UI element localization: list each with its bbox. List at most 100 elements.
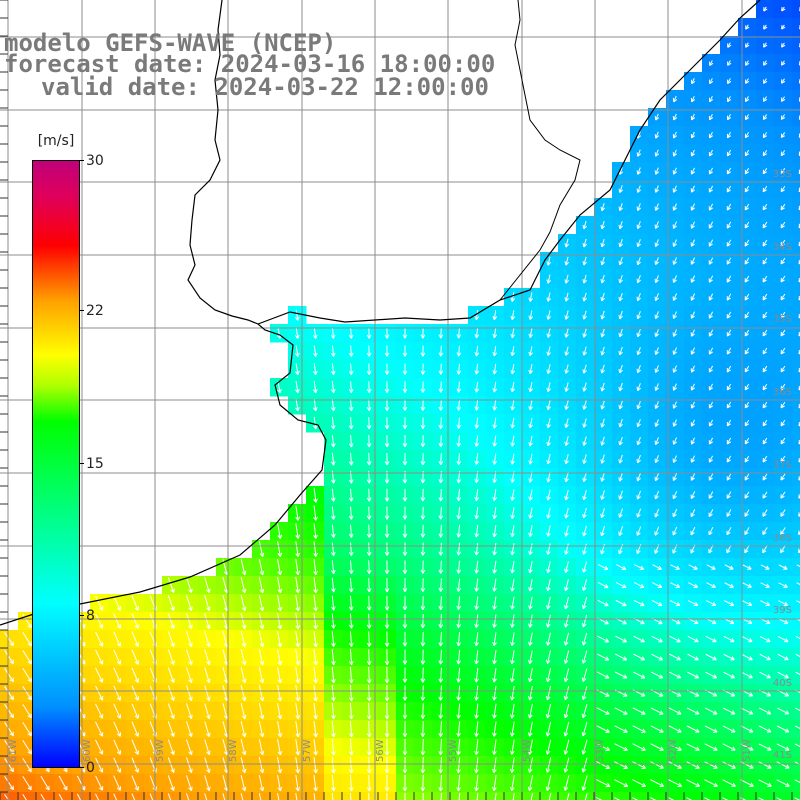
colorbar-tick-0: 0 xyxy=(79,760,95,776)
wind-cell xyxy=(792,648,800,667)
wind-cell xyxy=(126,792,145,800)
wind-cell xyxy=(90,792,109,800)
wind-cell xyxy=(720,792,739,800)
lon-label: 51W xyxy=(742,739,753,762)
wind-cell xyxy=(792,18,800,37)
wind-cell xyxy=(792,198,800,217)
colorbar-tick-22: 22 xyxy=(79,303,104,319)
wind-cell xyxy=(792,288,800,307)
valid-date: valid date: 2024-03-22 12:00:00 xyxy=(41,73,489,101)
wind-cell xyxy=(792,774,800,793)
wind-cell xyxy=(792,324,800,343)
colorbar xyxy=(32,160,80,768)
wind-cell xyxy=(108,792,127,800)
lat-label: 41S xyxy=(773,750,792,761)
lat-label: 36S xyxy=(773,387,792,398)
wind-cell xyxy=(0,792,19,800)
wind-cell xyxy=(792,432,800,451)
wind-cell xyxy=(216,792,235,800)
wind-cell xyxy=(792,756,800,775)
wind-cell xyxy=(666,792,685,800)
lat-label: 39S xyxy=(773,605,792,616)
lon-label: 61W xyxy=(8,739,19,762)
wind-cell xyxy=(792,108,800,127)
wind-cell xyxy=(792,216,800,235)
lon-label: 59W xyxy=(155,739,166,762)
wind-cell xyxy=(702,792,721,800)
wind-cell xyxy=(792,126,800,145)
lon-label: 54W xyxy=(522,739,533,762)
wind-cell xyxy=(792,396,800,415)
lon-label: 60W xyxy=(82,739,93,762)
wind-cell xyxy=(792,576,800,595)
wind-cell xyxy=(198,792,217,800)
wind-cell xyxy=(792,180,800,199)
lon-label: 57W xyxy=(302,739,313,762)
wind-cell xyxy=(612,792,631,800)
wind-cell xyxy=(792,702,800,721)
wind-cell xyxy=(792,522,800,541)
wind-cell xyxy=(792,234,800,253)
wind-cell xyxy=(594,792,613,800)
colorbar-tick-15: 15 xyxy=(79,456,104,472)
wind-cell xyxy=(792,738,800,757)
lat-label: 40S xyxy=(773,678,792,689)
colorbar-tick-max: 30 xyxy=(79,153,104,169)
wind-cell xyxy=(756,792,775,800)
wind-cell xyxy=(792,486,800,505)
wind-cell xyxy=(630,792,649,800)
wind-cell xyxy=(792,54,800,73)
wind-cell xyxy=(648,792,667,800)
wind-cell xyxy=(792,504,800,523)
lon-label: 55W xyxy=(448,739,459,762)
wind-cell xyxy=(684,792,703,800)
wind-cell xyxy=(792,414,800,433)
wind-cell xyxy=(18,792,37,800)
lat-label: 35S xyxy=(773,314,792,325)
wind-cell xyxy=(234,792,253,800)
wind-cell xyxy=(792,468,800,487)
wind-cell xyxy=(792,72,800,91)
lat-label: 33S xyxy=(773,169,792,180)
colorbar-tick-8: 8 xyxy=(79,608,95,624)
wind-cell xyxy=(792,594,800,613)
wind-cell xyxy=(792,558,800,577)
lon-label: 52W xyxy=(668,739,679,762)
wind-cell xyxy=(792,540,800,559)
wind-cell xyxy=(792,144,800,163)
wind-cell xyxy=(36,792,55,800)
wind-cell xyxy=(252,792,271,800)
wind-cell xyxy=(792,360,800,379)
wind-cell xyxy=(288,792,307,800)
wind-cell xyxy=(270,792,289,800)
wind-cell xyxy=(306,792,325,800)
wind-cell xyxy=(792,684,800,703)
lat-label: 34S xyxy=(773,242,792,253)
wind-cell xyxy=(792,270,800,289)
wind-cell xyxy=(144,792,163,800)
wind-cell xyxy=(792,306,800,325)
wind-cell xyxy=(738,792,757,800)
wind-cell xyxy=(792,612,800,631)
wind-cell xyxy=(72,792,91,800)
wind-cell xyxy=(792,0,800,19)
wind-cell xyxy=(54,792,73,800)
wind-cell xyxy=(792,36,800,55)
wind-cell xyxy=(792,342,800,361)
lon-label: 58W xyxy=(228,739,239,762)
wind-cell xyxy=(792,666,800,685)
wind-cell xyxy=(792,720,800,739)
wind-cell xyxy=(792,90,800,109)
wind-cell xyxy=(774,792,793,800)
wind-cell xyxy=(162,792,181,800)
wind-cell xyxy=(792,252,800,271)
wind-cell xyxy=(792,378,800,397)
lon-label: 56W xyxy=(375,739,386,762)
colorbar-unit: m/s xyxy=(32,133,80,149)
wind-cell xyxy=(792,162,800,181)
wind-cell xyxy=(180,792,199,800)
lat-label: 38S xyxy=(773,533,792,544)
lon-label: 53W xyxy=(595,739,606,762)
